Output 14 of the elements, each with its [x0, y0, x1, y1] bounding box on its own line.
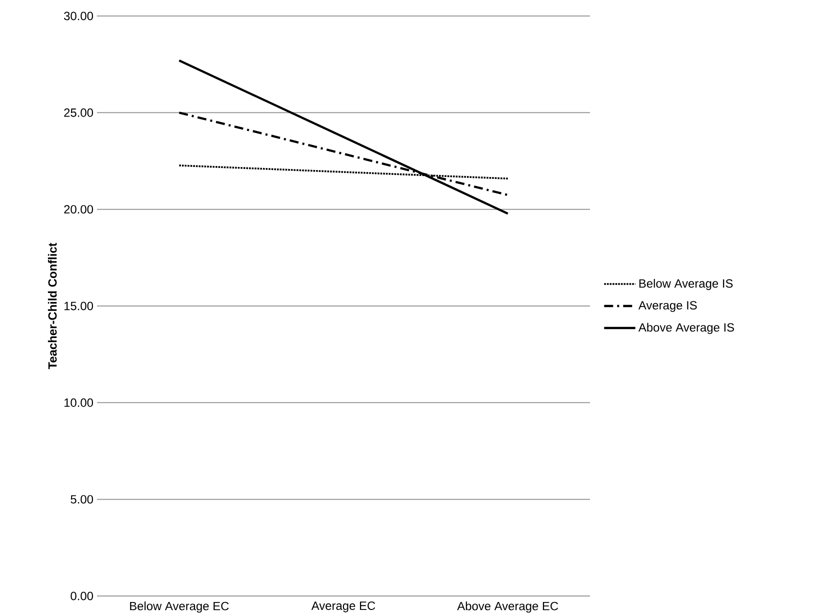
y-tick-label: 30.00 [64, 12, 94, 20]
y-axis-title: Teacher-Child Conflict [48, 242, 57, 370]
legend-label: Above Average IS [638, 322, 734, 334]
legend-label: Average IS [638, 301, 697, 312]
y-tick-label: 0.00 [70, 592, 94, 600]
x-tick-label: Average EC [311, 602, 376, 612]
legend-label: Below Average IS [639, 278, 733, 290]
x-tick-label: Above Average EC [457, 602, 558, 613]
y-tick-label: 10.00 [64, 398, 94, 407]
x-tick-label: Below Average EC [130, 602, 229, 613]
y-tick-label: 20.00 [64, 205, 94, 214]
y-tick-label: 25.00 [64, 108, 94, 117]
y-tick-label: 15.00 [64, 302, 94, 310]
y-tick-label: 5.00 [70, 495, 94, 504]
